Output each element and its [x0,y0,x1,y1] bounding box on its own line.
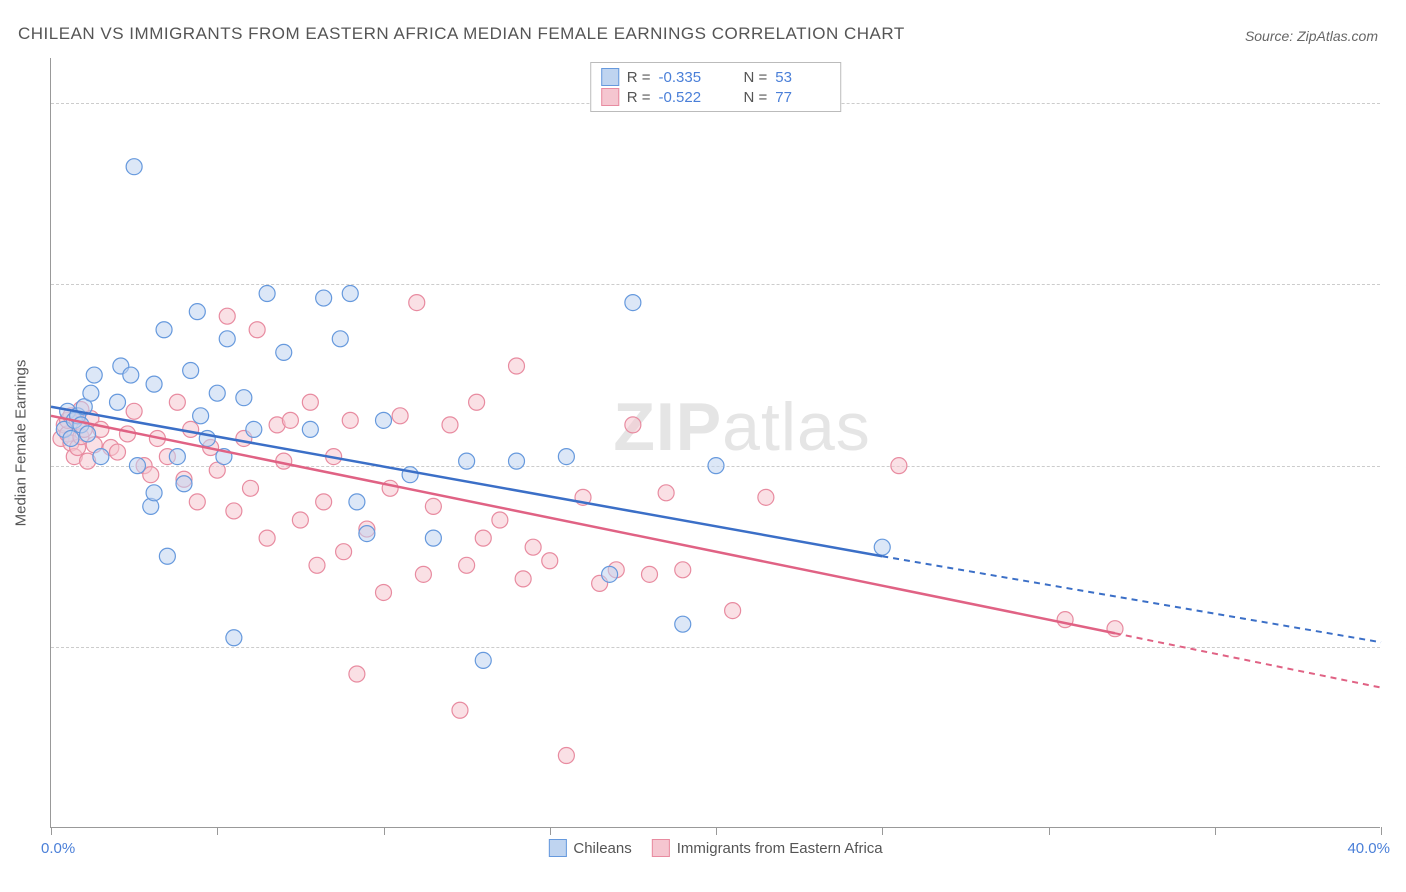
x-tick [51,827,52,835]
chart-title: CHILEAN VS IMMIGRANTS FROM EASTERN AFRIC… [18,24,905,44]
x-tick [384,827,385,835]
swatch-blue-icon [548,839,566,857]
x-tick [1381,827,1382,835]
y-tick-label: $60,000 [1390,276,1406,293]
x-tick [217,827,218,835]
correlation-legend: R = -0.335 N = 53 R = -0.522 N = 77 [590,62,842,112]
y-tick-label: $80,000 [1390,95,1406,112]
x-max-label: 40.0% [1347,840,1390,857]
y-tick-label: $20,000 [1390,638,1406,655]
swatch-pink-icon [601,88,619,106]
legend-row-pink: R = -0.522 N = 77 [601,87,831,107]
series-legend: Chileans Immigrants from Eastern Africa [548,839,882,857]
swatch-blue-icon [601,68,619,86]
x-tick [716,827,717,835]
source-label: Source: ZipAtlas.com [1245,28,1378,44]
legend-item-eafrica: Immigrants from Eastern Africa [652,839,883,857]
legend-item-chileans: Chileans [548,839,631,857]
x-tick [882,827,883,835]
chart-area: ZIPatlas Median Female Earnings $20,000$… [50,58,1380,828]
x-tick [1215,827,1216,835]
x-min-label: 0.0% [41,840,75,857]
swatch-pink-icon [652,839,670,857]
scatter-plot [51,58,1380,827]
y-axis-title: Median Female Earnings [13,359,30,526]
y-tick-label: $40,000 [1390,457,1406,474]
legend-row-blue: R = -0.335 N = 53 [601,67,831,87]
x-tick [550,827,551,835]
x-tick [1049,827,1050,835]
